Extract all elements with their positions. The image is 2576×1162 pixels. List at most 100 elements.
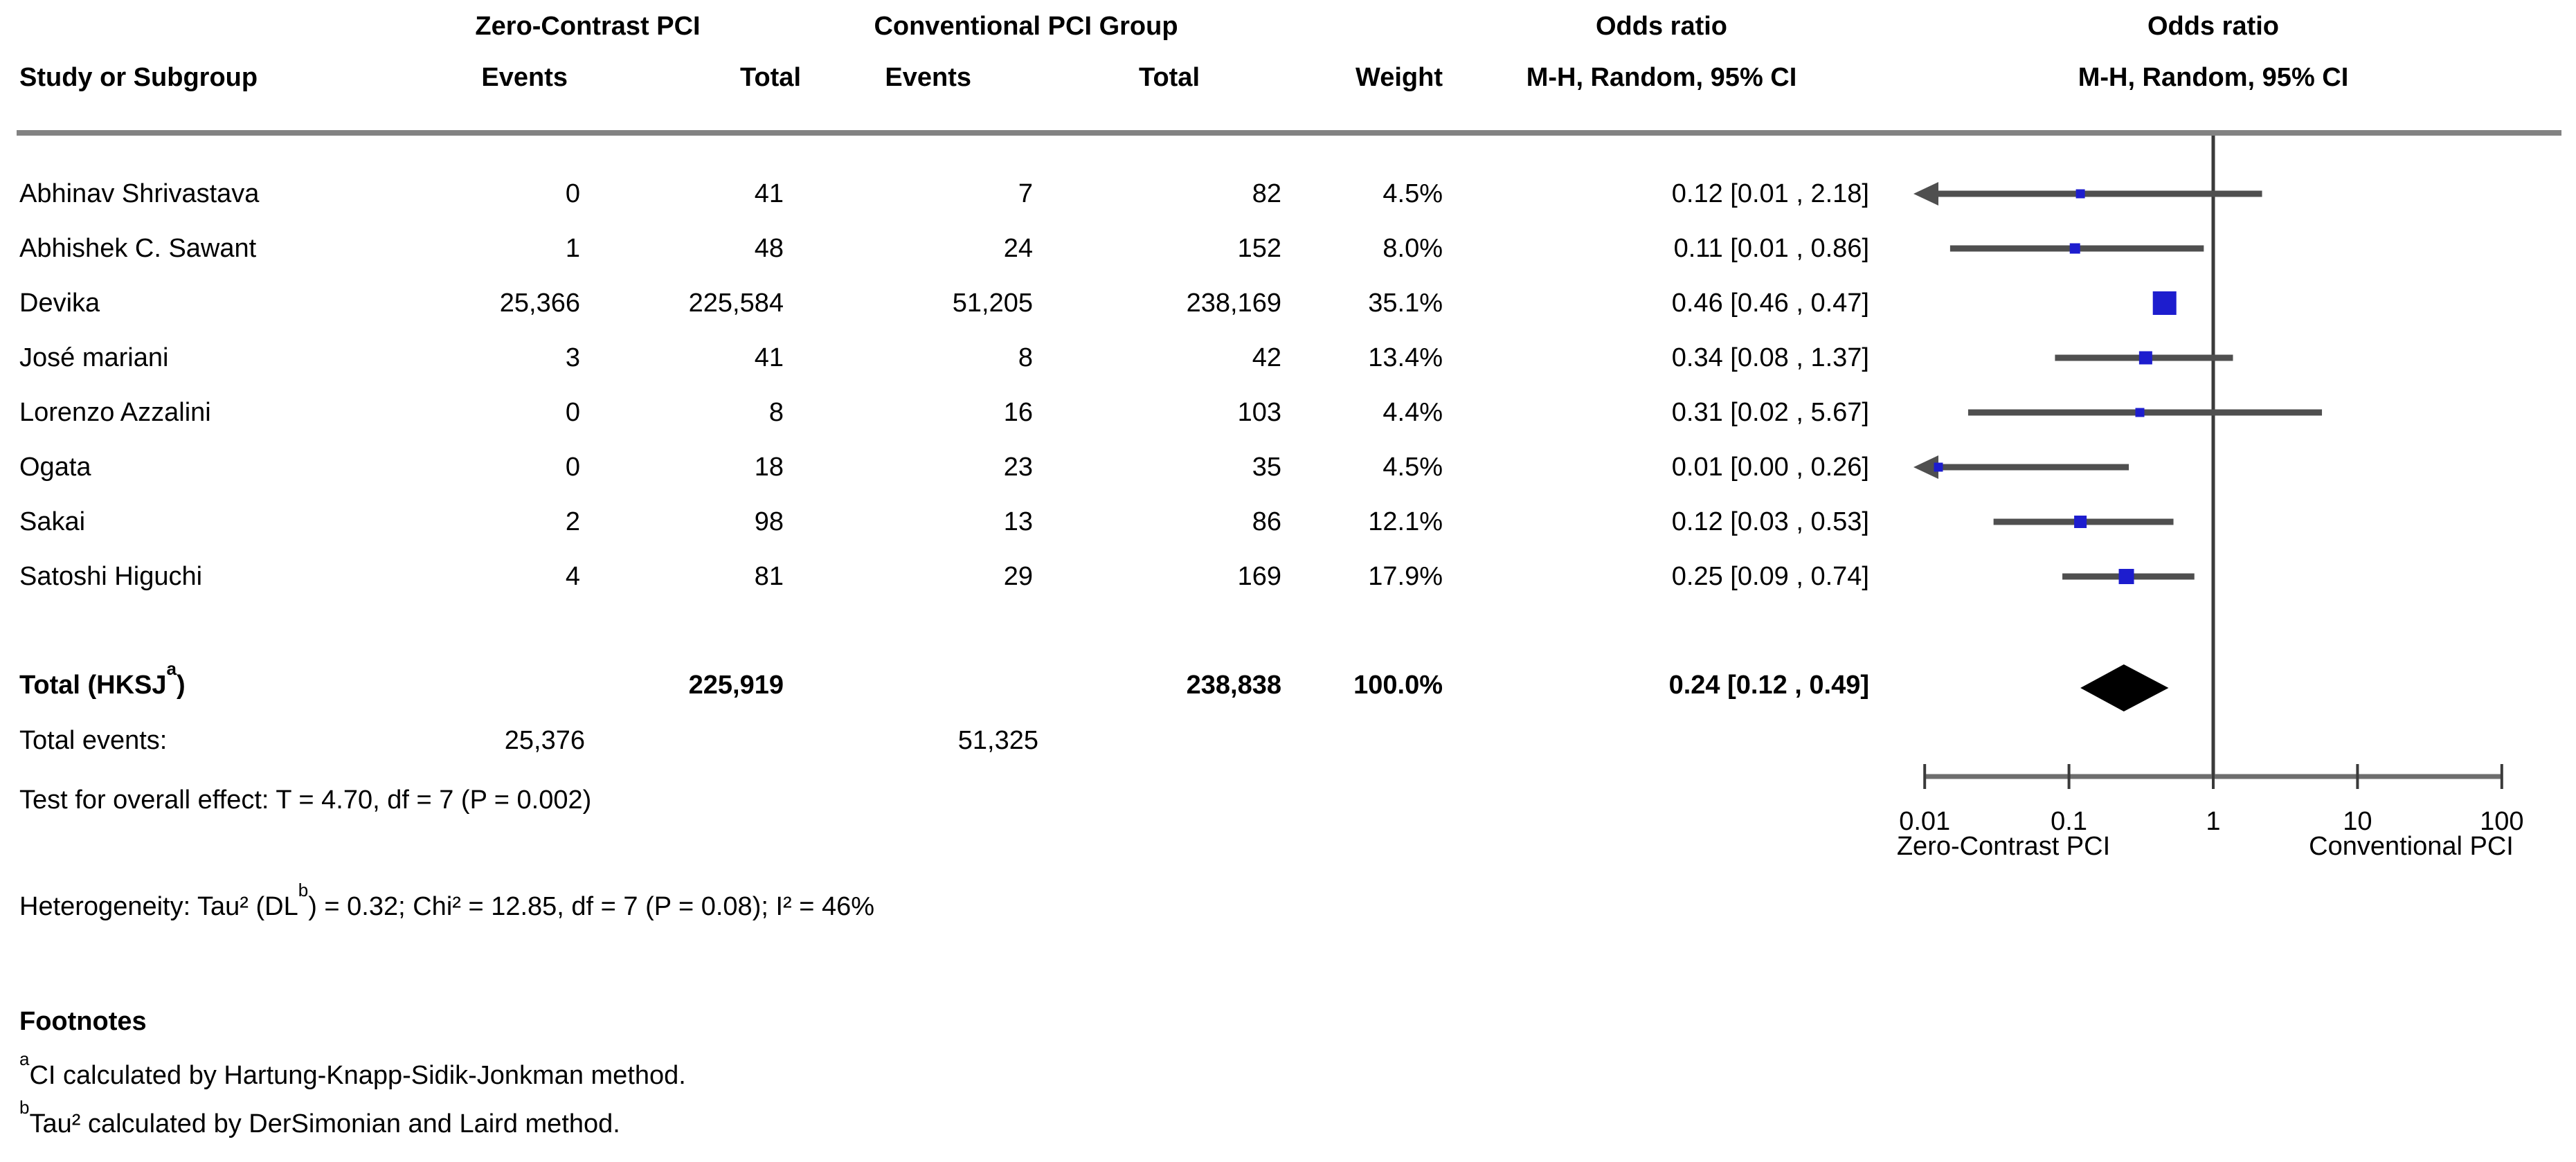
- conventional-total: 238,169: [1186, 289, 1281, 318]
- study-odds-ratio-text: 0.12 [0.01 , 2.18]: [1671, 179, 1869, 208]
- point-estimate-square: [2074, 516, 2087, 528]
- conventional-events: 23: [1003, 453, 1033, 482]
- weight-header: Weight: [1355, 63, 1443, 92]
- zero-contrast-events: 0: [565, 179, 580, 208]
- events-header-zero-contrast: Events: [481, 63, 568, 92]
- footnote-b: bTau² calculated by DerSimonian and Lair…: [19, 1097, 620, 1138]
- point-estimate-square: [2152, 291, 2177, 315]
- study-weight: 4.4%: [1382, 398, 1443, 427]
- conventional-events: 7: [1018, 179, 1033, 208]
- column-group-zero-contrast: Zero-Contrast PCI: [475, 12, 701, 41]
- conventional-events: 13: [1003, 507, 1033, 536]
- zero-contrast-total: 98: [754, 507, 784, 536]
- conventional-events: 29: [1003, 562, 1033, 591]
- axis-caption-left: Zero-Contrast PCI: [1897, 832, 2110, 861]
- odds-ratio-column-title: Odds ratio: [1595, 12, 1728, 41]
- zero-contrast-total: 18: [754, 453, 784, 482]
- axis-caption-right: Conventional PCI: [2309, 832, 2514, 861]
- total-weight: 100.0%: [1353, 671, 1443, 700]
- study-name: Lorenzo Azzalini: [19, 398, 211, 427]
- x-axis-tick-label: 0.01: [1899, 807, 1950, 836]
- point-estimate-square: [2138, 351, 2152, 365]
- ci-left-arrow: [1913, 455, 1938, 479]
- zero-contrast-events: 3: [565, 343, 580, 372]
- study-name: José mariani: [19, 343, 169, 372]
- total-odds-ratio-text: 0.24 [0.12 , 0.49]: [1668, 671, 1869, 700]
- events-header-conventional: Events: [885, 63, 971, 92]
- odds-ratio-plot-subtitle: M-H, Random, 95% CI: [2078, 63, 2349, 92]
- study-weight: 35.1%: [1368, 289, 1443, 318]
- study-odds-ratio-text: 0.31 [0.02 , 5.67]: [1671, 398, 1869, 427]
- ci-left-arrow: [1913, 182, 1938, 206]
- study-odds-ratio-text: 0.01 [0.00 , 0.26]: [1671, 453, 1869, 482]
- heterogeneity-stats: Heterogeneity: Tau² (DLb) = 0.32; Chi² =…: [19, 880, 875, 921]
- total-n-conventional: 238,838: [1186, 671, 1281, 700]
- study-weight: 4.5%: [1382, 453, 1443, 482]
- footnote-marker-a: a: [166, 658, 177, 680]
- study-name: Sakai: [19, 507, 86, 536]
- conventional-events: 51,205: [952, 289, 1033, 318]
- x-axis-tick-label: 1: [2206, 807, 2220, 836]
- x-axis-tick-label: 10: [2343, 807, 2372, 836]
- study-weight: 12.1%: [1368, 507, 1443, 536]
- conventional-total: 82: [1252, 179, 1281, 208]
- study-weight: 4.5%: [1382, 179, 1443, 208]
- conventional-total: 86: [1252, 507, 1281, 536]
- study-odds-ratio-text: 0.25 [0.09 , 0.74]: [1671, 562, 1869, 591]
- study-weight: 8.0%: [1382, 234, 1443, 263]
- zero-contrast-total: 8: [768, 398, 784, 427]
- point-estimate-square: [2075, 189, 2085, 199]
- zero-contrast-events: 0: [565, 453, 580, 482]
- zero-contrast-total: 41: [754, 179, 784, 208]
- study-weight: 17.9%: [1368, 562, 1443, 591]
- pooled-estimate-diamond: [2080, 664, 2169, 711]
- footnotes-title: Footnotes: [19, 1007, 147, 1036]
- study-name: Abhishek C. Sawant: [19, 234, 257, 263]
- footnote-a: aCI calculated by Hartung-Knapp-Sidik-Jo…: [19, 1048, 686, 1090]
- study-name: Satoshi Higuchi: [19, 562, 203, 591]
- header-separator-line: [17, 130, 2561, 136]
- total-events-label: Total events:: [19, 726, 168, 755]
- odds-ratio-plot-title: Odds ratio: [2147, 12, 2280, 41]
- odds-ratio-column-subtitle: M-H, Random, 95% CI: [1526, 63, 1797, 92]
- column-group-conventional: Conventional PCI Group: [874, 12, 1178, 41]
- overall-effect-test: Test for overall effect: T = 4.70, df = …: [19, 786, 592, 815]
- total-events-conventional: 51,325: [957, 726, 1038, 755]
- footnote-marker-b: b: [298, 880, 309, 901]
- zero-contrast-total: 41: [754, 343, 784, 372]
- point-estimate-square: [1934, 462, 1943, 472]
- x-axis-tick-label: 100: [2480, 807, 2523, 836]
- study-column-header: Study or Subgroup: [19, 63, 258, 92]
- total-header-conventional: Total: [1139, 63, 1200, 92]
- total-header-zero-contrast: Total: [740, 63, 801, 92]
- total-row-label: Total (HKSJa): [19, 658, 186, 700]
- study-odds-ratio-text: 0.46 [0.46 , 0.47]: [1671, 289, 1869, 318]
- zero-contrast-events: 0: [565, 398, 580, 427]
- conventional-total: 152: [1237, 234, 1281, 263]
- conventional-total: 169: [1237, 562, 1281, 591]
- conventional-total: 103: [1237, 398, 1281, 427]
- point-estimate-square: [2118, 569, 2134, 584]
- zero-contrast-events: 4: [565, 562, 580, 591]
- study-name: Devika: [19, 289, 100, 318]
- study-name: Abhinav Shrivastava: [19, 179, 260, 208]
- zero-contrast-total: 225,584: [688, 289, 784, 318]
- study-name: Ogata: [19, 453, 91, 482]
- conventional-total: 42: [1252, 343, 1281, 372]
- total-events-zero-contrast: 25,376: [504, 726, 585, 755]
- x-axis-tick-label: 0.1: [2051, 807, 2087, 836]
- study-odds-ratio-text: 0.12 [0.03 , 0.53]: [1671, 507, 1869, 536]
- study-odds-ratio-text: 0.11 [0.01 , 0.86]: [1673, 234, 1869, 263]
- conventional-events: 24: [1003, 234, 1033, 263]
- zero-contrast-events: 2: [565, 507, 580, 536]
- point-estimate-square: [2135, 408, 2145, 417]
- conventional-events: 16: [1003, 398, 1033, 427]
- study-odds-ratio-text: 0.34 [0.08 , 1.37]: [1671, 343, 1869, 372]
- study-weight: 13.4%: [1368, 343, 1443, 372]
- zero-contrast-events: 1: [565, 234, 580, 263]
- zero-contrast-total: 81: [754, 562, 784, 591]
- conventional-events: 8: [1018, 343, 1033, 372]
- point-estimate-square: [2069, 243, 2080, 254]
